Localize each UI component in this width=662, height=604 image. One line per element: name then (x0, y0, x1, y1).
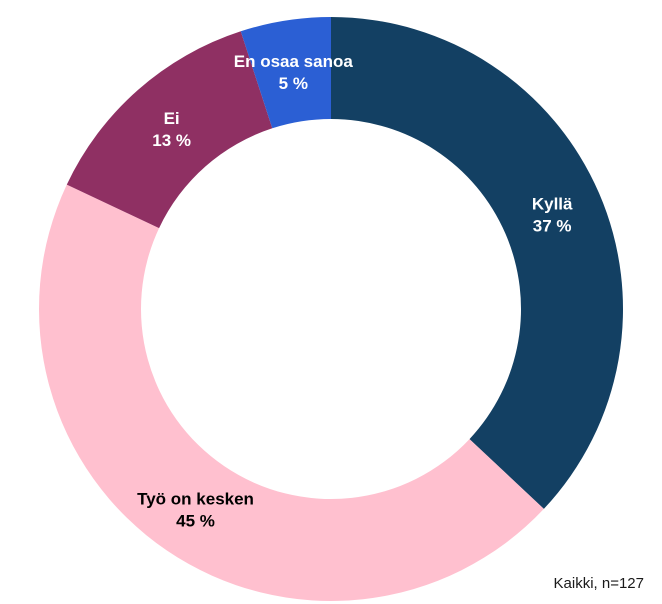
slice-value-label: 13 % (152, 131, 191, 150)
slice-category-label: En osaa sanoa (234, 52, 354, 71)
sample-size-note: Kaikki, n=127 (553, 575, 644, 592)
slice-en-osaa-sanoa (240, 17, 331, 129)
slice-label-työ-on-kesken: Työ on kesken 45 % (137, 489, 254, 530)
slice-category-label: Ei (164, 109, 180, 128)
slice-ei (66, 31, 273, 229)
donut-slices (38, 17, 623, 601)
slice-category-label: Työ on kesken (137, 489, 254, 508)
slice-label-ei: Ei 13 % (152, 109, 191, 150)
slice-kyllä (331, 17, 623, 509)
slice-value-label: 37 % (533, 216, 572, 235)
slice-value-label: 5 % (279, 74, 308, 93)
slice-value-label: 45 % (176, 511, 215, 530)
slice-category-label: Kyllä (532, 194, 573, 213)
slice-label-en-osaa-sanoa: En osaa sanoa 5 % (234, 52, 354, 93)
slice-labels: Kyllä 37 % Työ on kesken 45 % Ei 13 % En osaa … (137, 52, 573, 530)
slice-label-kyllä: Kyllä 37 % (532, 194, 573, 235)
slice-työ-on-kesken (38, 184, 544, 601)
